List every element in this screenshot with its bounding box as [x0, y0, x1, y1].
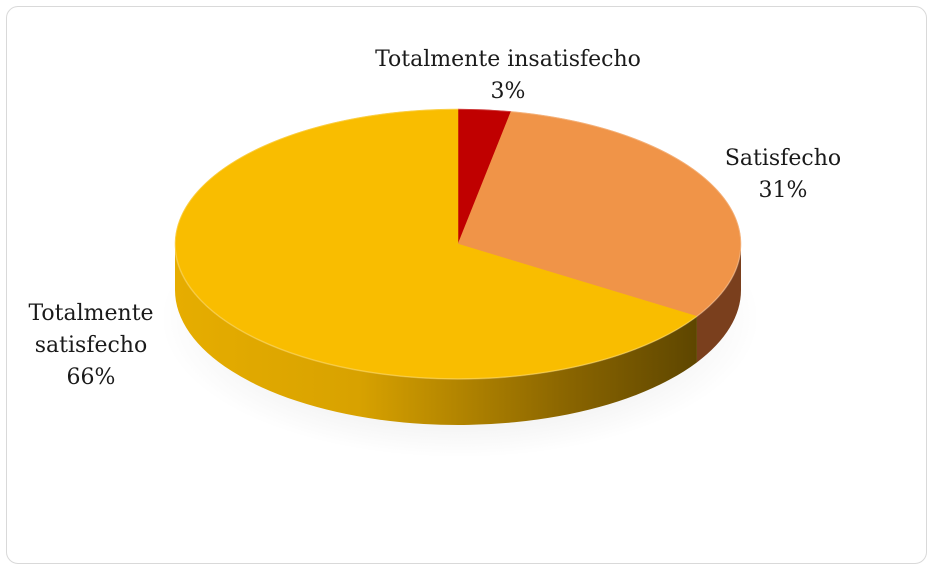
- pie-rim: [174, 108, 742, 380]
- label-totalmente-satisfecho-line1: Totalmente: [28, 301, 153, 326]
- pie-side-totalmente-satisfecho: [175, 244, 697, 425]
- pie-slice-totalmente-satisfecho: [174, 108, 698, 380]
- label-totalmente-satisfecho-percent: 66%: [67, 365, 116, 390]
- label-satisfecho-percent: 31%: [759, 178, 808, 203]
- pie-sides: [175, 244, 741, 425]
- label-insatisfecho-name: Totalmente insatisfecho: [375, 47, 641, 72]
- pie-slice-satisfecho: [457, 111, 742, 317]
- label-satisfecho-name: Satisfecho: [725, 146, 841, 171]
- label-insatisfecho-percent: 3%: [491, 79, 526, 104]
- pie-tops: [174, 108, 742, 380]
- pie-side-satisfecho: [696, 244, 741, 363]
- label-totalmente-satisfecho-line2: satisfecho: [35, 333, 147, 358]
